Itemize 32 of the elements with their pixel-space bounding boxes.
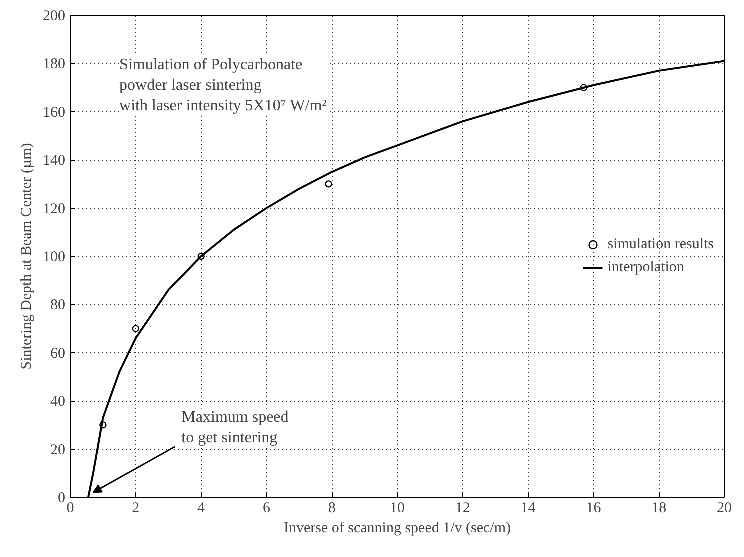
x-tick-label: 16 [586,500,602,516]
y-tick-label: 120 [43,201,66,218]
point [198,252,205,260]
y-tick-label: 40 [50,394,66,410]
x-tick-label: 20 [717,500,732,516]
y-tick-label: 180 [43,56,66,73]
y-tick-label: 60 [50,346,66,362]
point [325,180,332,188]
y-tick-label: 0 [58,490,66,506]
point [132,325,140,332]
y-tick-label: 100 [43,250,66,266]
y-tick-label: 200 [43,8,66,24]
x-tick-label: 12 [455,500,470,516]
x-axis-title: Inverse of scanning speed 1/v (sec/m) [284,520,512,536]
annotation: Simulation of Polycarbonate powder laser sintering with laser intensity 5X10⁷ W/m² [120,56,328,114]
y-axis-title: Sintering Depth at Beam Center (µm) [19,143,35,370]
x-tick-label: 4 [198,500,206,516]
legend-label: interpolation [608,259,684,276]
point [580,84,588,92]
legend-label: simulation results [608,236,714,253]
x-tick-label: 8 [328,500,336,516]
x-tick-label: 6 [262,500,271,516]
y-tick-label: 160 [43,104,66,121]
y-tick-label: 140 [43,153,66,170]
x-tick-label: 10 [390,500,405,516]
point [100,422,107,429]
x-tick-label: 14 [520,500,536,516]
y-tick-label: 80 [50,298,66,314]
y-tick-label: 20 [50,442,66,458]
annotation: Maximum speed to get sintering [182,408,289,446]
x-tick-label: 2 [132,500,140,516]
x-tick-label: 18 [652,500,667,516]
